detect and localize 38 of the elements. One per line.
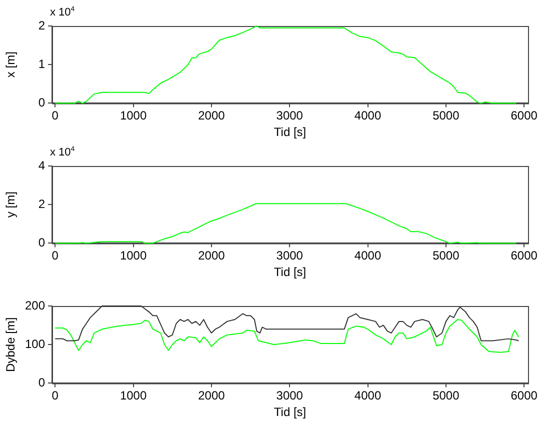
- y-tick-label: 200: [24, 298, 46, 312]
- x-tick-label: 5000: [432, 108, 460, 123]
- x-tick-label: 6000: [510, 108, 538, 123]
- y-axis-title: Dybde [m]: [4, 317, 18, 372]
- y-tick-label: 0: [38, 376, 46, 390]
- x-tick-label: 5000: [432, 248, 460, 263]
- x-tick-label: 4000: [354, 108, 382, 123]
- x-axis-title: Tid [s]: [274, 125, 306, 140]
- x-tick-label: 5000: [432, 388, 460, 403]
- x-tick-label: 6000: [510, 388, 538, 403]
- y-tick-label: 100: [24, 336, 46, 351]
- x-axis-title: Tid [s]: [274, 405, 306, 420]
- x-axis-title: Tid [s]: [274, 265, 306, 280]
- x-tick-label: 3000: [276, 388, 304, 403]
- x-tick-label: 2000: [198, 388, 226, 403]
- x-tick-label: 0: [52, 248, 59, 263]
- x-tick-label: 2000: [198, 248, 226, 263]
- x-tick-label: 1000: [120, 108, 147, 123]
- y-tick-label: 2: [38, 196, 46, 211]
- x-tick-label: 3000: [276, 248, 304, 263]
- y-tick-label: 4: [38, 158, 46, 172]
- y-tick-label: 0: [38, 236, 46, 250]
- y-axis-title: x [m]: [4, 52, 18, 78]
- y-axis-title: y [m]: [4, 192, 18, 218]
- x-tick-label: 4000: [354, 388, 382, 403]
- x-tick-label: 4000: [354, 248, 382, 263]
- x-tick-label: 0: [52, 388, 59, 403]
- y-tick-label: 2: [38, 18, 46, 32]
- x-tick-label: 1000: [120, 248, 147, 263]
- x-tick-label: 6000: [510, 248, 538, 263]
- x-tick-label: 0: [52, 108, 59, 123]
- y-tick-label: 1: [38, 56, 46, 71]
- x-tick-label: 2000: [198, 108, 226, 123]
- text: x 10$^{4}$: [50, 146, 75, 159]
- x-tick-label: 1000: [120, 388, 147, 403]
- y-tick-label: 0: [38, 96, 46, 110]
- x-tick-label: 3000: [276, 108, 304, 123]
- text: x 10$^{4}$: [50, 6, 75, 19]
